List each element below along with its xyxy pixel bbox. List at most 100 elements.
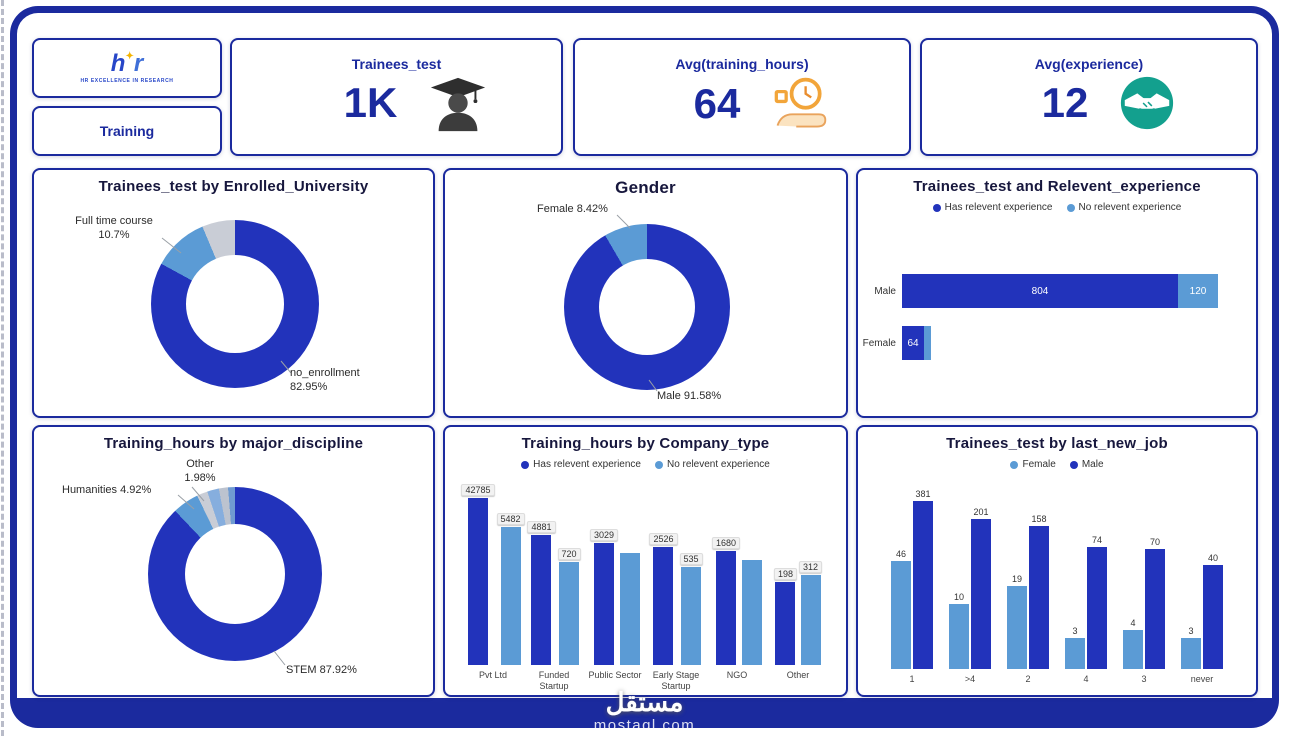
bar[interactable] [1181, 638, 1201, 669]
bar-value-label: 1680 [711, 537, 741, 549]
stacked-bar-segment[interactable]: 804 [902, 274, 1178, 308]
bar[interactable] [500, 527, 521, 665]
gender-donut[interactable] [564, 224, 730, 390]
stacked-bar-segment[interactable]: 120 [1178, 274, 1218, 308]
bar-value-label: 3 [1188, 626, 1194, 636]
legend-label: No relevent experience [667, 459, 770, 470]
legend-label: Female [1022, 459, 1056, 470]
bar-value-label: 3029 [589, 529, 619, 541]
kpi-value: 64 [693, 79, 741, 127]
callout-humanities: Humanities 4.92% [62, 484, 152, 496]
chart-legend: Has relevent experience No relevent expe… [445, 459, 846, 470]
legend-item[interactable]: Female [1010, 459, 1056, 470]
legend-item[interactable]: Male [1069, 459, 1104, 470]
bar-group: 46 381 1 [888, 483, 936, 685]
callout-male: Male 91.58% [657, 390, 722, 402]
bar-value-label: 4 [1130, 618, 1136, 628]
kpi-title: Avg(training_hours) [675, 56, 809, 72]
graduate-icon [427, 74, 489, 132]
callout-stem: STEM 87.92% [286, 664, 357, 676]
kpi-title: Avg(experience) [1034, 56, 1144, 72]
relevant-experience-stacked-bars[interactable]: Male 804 120 Female 64 [862, 274, 1244, 378]
nav-training-label: Training [99, 123, 155, 139]
bar-value-label: 42785 [461, 484, 495, 496]
dashboard-frame [10, 6, 1279, 728]
bar[interactable] [800, 575, 821, 665]
bar[interactable] [971, 519, 991, 669]
legend-dot [1066, 203, 1075, 212]
bar[interactable] [891, 561, 911, 669]
bar[interactable] [467, 498, 488, 665]
chart-title: Trainees_test by last_new_job [946, 435, 1168, 452]
stacked-bar-segment[interactable] [924, 326, 931, 360]
major-discipline-donut[interactable] [148, 487, 322, 661]
bar[interactable] [681, 567, 702, 665]
bar-group: 4 70 3 [1120, 483, 1168, 685]
callout-full-time-course: Full time course 10.7% [75, 215, 153, 242]
bar-value-label: 74 [1091, 535, 1102, 545]
nav-training-button[interactable]: Training [32, 106, 222, 156]
chart-title: Trainees_test and Relevent_experience [913, 178, 1201, 195]
company-type-bar-chart[interactable]: 42785 5482 Pvt Ltd 4881 720 Funded Startup 302… [445, 479, 846, 692]
legend-label: Has relevent experience [533, 459, 641, 470]
bar[interactable] [1007, 586, 1027, 669]
card-relevant-experience-chart: Trainees_test and Relevent_experience Ha… [856, 168, 1258, 418]
bar-value-label: 4881 [527, 521, 556, 533]
bar[interactable] [531, 535, 552, 665]
bar[interactable] [1123, 630, 1143, 669]
kpi-title: Trainees_test [351, 56, 442, 72]
logo-card: h✦r HR EXCELLENCE IN RESEARCH [32, 38, 222, 98]
callout-other: Other 1.98% [184, 458, 216, 485]
category-label: never [1190, 674, 1214, 684]
bar[interactable] [716, 551, 736, 665]
category-label: Male [874, 285, 896, 297]
stacked-bar-segment[interactable]: 64 [902, 326, 924, 360]
legend-dot [1069, 460, 1078, 469]
legend-dot [655, 460, 663, 469]
legend-item[interactable]: No relevent experience [655, 459, 770, 470]
chart-title: Trainees_test by Enrolled_University [98, 178, 369, 195]
kpi-card-training-hours: Avg(training_hours) 64 [573, 38, 911, 156]
bar[interactable] [594, 543, 614, 665]
card-enrolled-university-chart: Trainees_test by Enrolled_University Ful… [32, 168, 435, 418]
bar-group: 2526 535 Early Stage Startup [649, 479, 703, 692]
bar[interactable] [1065, 638, 1085, 669]
bar[interactable] [1029, 526, 1049, 669]
hr-logo: h✦r HR EXCELLENCE IN RESEARCH [80, 52, 174, 85]
category-label: 1 [909, 674, 915, 684]
bar[interactable] [1203, 565, 1223, 669]
bar-value-label: 535 [679, 553, 703, 565]
bar[interactable] [1145, 549, 1165, 669]
bar[interactable] [559, 562, 580, 665]
logo-tagline: HR EXCELLENCE IN RESEARCH [80, 78, 174, 84]
card-last-new-job-chart: Trainees_test by last_new_job Female Mal… [856, 425, 1258, 697]
bar[interactable] [775, 582, 796, 665]
kpi-value: 12 [1041, 78, 1089, 126]
last-new-job-bar-chart[interactable]: 46 381 1 10 201 >4 19 158 2 3 74 4 4 70 3 3 40 never [858, 483, 1256, 685]
bar-group: 42785 5482 Pvt Ltd [461, 479, 525, 692]
bar[interactable] [949, 604, 969, 669]
category-label: NGO [726, 670, 748, 680]
bar[interactable] [1087, 547, 1107, 669]
bar-value-label: 3 [1072, 626, 1078, 636]
bar-value-label: 201 [973, 507, 989, 517]
kpi-value: 1K [343, 78, 398, 126]
legend-item[interactable]: Has relevent experience [521, 459, 641, 470]
enrolled-university-donut[interactable] [151, 220, 319, 388]
legend-item[interactable]: No relevent experience [1066, 202, 1181, 213]
category-label: 3 [1141, 674, 1147, 684]
bar[interactable] [742, 560, 763, 665]
category-label: 4 [1083, 674, 1089, 684]
bar-group: 3 40 never [1178, 483, 1226, 685]
bar[interactable] [913, 501, 933, 669]
bar[interactable] [620, 553, 641, 665]
legend-item[interactable]: Has relevent experience [932, 202, 1053, 213]
watermark-arabic: مستقل [605, 687, 684, 717]
chart-legend: Female Male [858, 459, 1256, 470]
bar[interactable] [653, 547, 674, 665]
bar-value-label: 46 [895, 549, 906, 559]
legend-dot [932, 203, 941, 212]
bar-group: 3 74 4 [1062, 483, 1110, 685]
bar-value-label: 2526 [649, 533, 678, 545]
watermark: مستقل mostaql.com [0, 689, 1289, 734]
